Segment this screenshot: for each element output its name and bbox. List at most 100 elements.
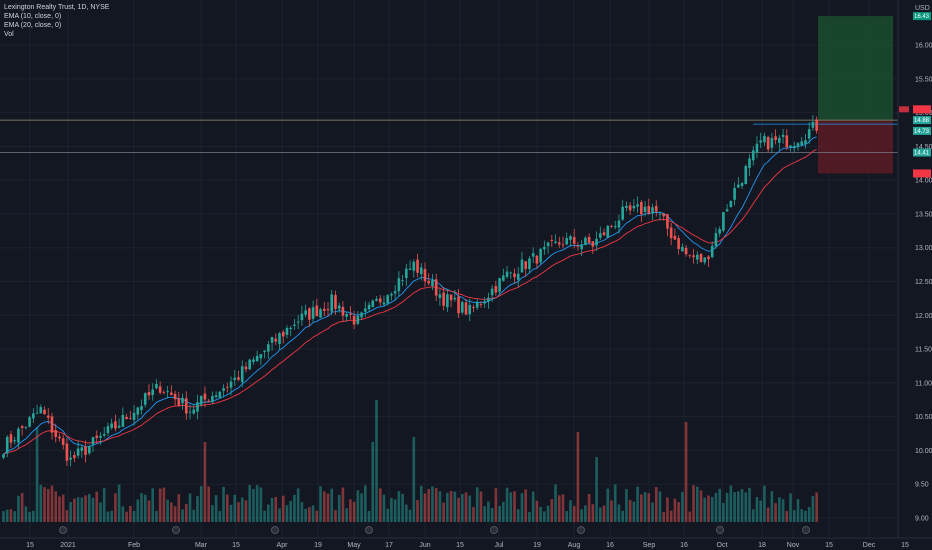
candle-body [550,239,554,241]
candle-body [5,436,9,454]
candle-body [472,307,475,308]
volume-bar [613,484,617,522]
volume-bar [718,488,721,522]
volume-bar [811,496,815,522]
volume-bar [386,508,389,522]
volume-bar [781,499,785,522]
volume-bar [591,504,595,522]
candle-body [681,246,684,252]
candle-body [125,416,128,420]
y-tick-label: 12.50 [915,279,932,286]
legend-symbol-line[interactable]: Lexington Realty Trust, 1D, NYSE [4,4,110,11]
volume-bar [337,494,341,522]
volume-bar [427,489,431,522]
volume-bar [725,492,729,522]
volume-bar [43,487,46,522]
volume-bar [658,491,662,522]
ema20-line [3,149,817,455]
candle-body [636,204,639,207]
x-tick-label: Sep [643,542,656,549]
volume-bar [457,497,460,522]
volume-bar [140,493,143,522]
candle-body [76,448,80,456]
candle-body [446,294,449,308]
volume-bar [475,487,479,522]
volume-bar [158,488,162,522]
candle-body [572,237,576,244]
volume-bar [240,497,244,522]
volume-bars [2,400,818,522]
candle-body [349,313,352,315]
price-axis-bg [898,0,932,538]
volume-bar [192,509,196,522]
legend-ema10[interactable]: EMA (10, close, 0) [4,13,62,20]
candle-body [434,279,438,296]
candle-body [770,138,774,148]
candle-body [80,447,84,451]
x-tick-label: Aug [568,542,581,549]
event-marker [490,526,498,534]
volume-bar [226,494,229,522]
candle-body [147,392,151,396]
volume-bar [177,494,181,522]
volume-bar [681,491,684,522]
volume-bar [669,510,673,522]
legend-vol[interactable]: Vol [4,31,14,38]
volume-bar [707,495,710,522]
candle-body [352,315,356,325]
event-marker [365,526,373,534]
candle-body [181,397,184,404]
candle-body [54,430,58,438]
y-tick-label: 9.50 [915,482,929,489]
volume-bar [546,505,550,522]
candle-body [248,359,251,370]
volume-bar [401,493,404,522]
candle-body [65,443,69,461]
volume-bar [65,510,69,522]
candle-body [188,411,192,413]
candle-body [61,438,65,445]
candle-body [651,207,654,214]
legend-ema20[interactable]: EMA (20, close, 0) [4,22,62,29]
volume-bar [9,509,13,522]
candle-body [184,398,188,414]
volume-bar [281,495,285,522]
candle-body [640,202,643,215]
volume-bar [263,510,266,522]
candle-body [240,366,244,383]
candle-body [155,383,158,389]
x-tick-label: 15 [901,542,909,549]
volume-bar [397,491,401,522]
candle-body [237,377,240,380]
candle-body [427,280,431,284]
volume-bar [334,510,337,522]
volume-bar [405,504,408,522]
volume-bar [293,494,296,522]
event-marker [271,526,279,534]
volume-bar [483,506,486,522]
volume-bar [143,494,147,522]
volume-bar [136,499,140,522]
volume-bar [13,511,16,522]
volume-bar [587,494,591,522]
candle-body [39,407,43,414]
x-tick-label: 2021 [60,542,76,549]
volume-bar [744,492,748,522]
candle-body [695,254,699,260]
volume-bar [543,511,546,522]
candle-body [531,253,535,257]
volume-bar [46,489,50,522]
event-marker-circle [365,526,373,534]
volume-bar [778,497,781,522]
volume-bar [595,457,598,522]
candle-body [330,294,334,312]
x-tick-label: Dec [863,542,876,549]
candle-body [166,391,169,392]
volume-bar [792,510,796,522]
volume-bar [207,486,210,522]
candle-body [617,220,621,228]
candle-body [669,227,673,239]
volume-bar [490,508,494,522]
